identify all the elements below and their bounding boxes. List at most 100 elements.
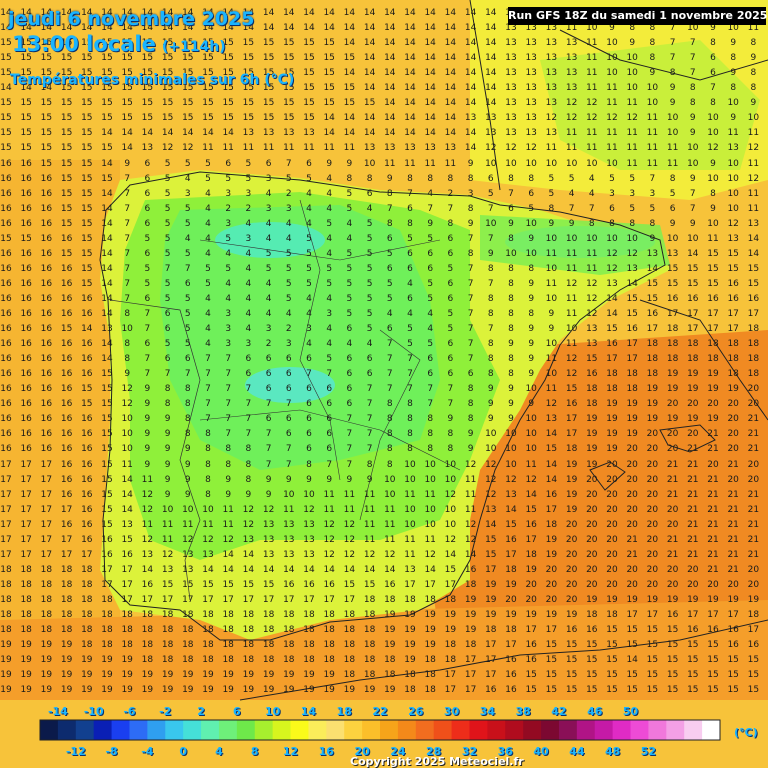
temperature-value: 20	[707, 459, 719, 470]
temperature-value: 14	[424, 83, 436, 94]
legend-swatch	[272, 720, 292, 740]
temperature-value: 8	[689, 98, 696, 109]
temperature-value: 17	[40, 519, 53, 530]
temperature-value: 15	[565, 640, 578, 651]
temperature-value: 18	[666, 354, 679, 365]
temperature-value: 11	[586, 128, 598, 139]
temperature-value: 14	[384, 53, 396, 64]
temperature-value: 12	[545, 399, 558, 410]
temperature-value: 6	[346, 399, 353, 410]
temperature-value: 9	[366, 474, 373, 485]
temperature-value: 21	[626, 549, 638, 560]
temperature-value: 19	[121, 655, 133, 666]
temperature-value: 7	[285, 459, 292, 470]
temperature-value: 18	[343, 610, 356, 620]
temperature-value: 7	[689, 203, 696, 214]
temperature-value: 18	[182, 655, 194, 666]
temperature-value: 15	[666, 670, 679, 681]
temperature-value: 7	[265, 399, 272, 410]
temperature-value: 12	[485, 459, 497, 470]
temperature-value: 14	[60, 8, 73, 18]
temperature-value: 15	[161, 579, 174, 590]
temperature-value: 12	[565, 369, 578, 380]
temperature-value: 20	[565, 564, 578, 575]
temperature-value: 21	[666, 459, 679, 470]
temperature-value: 16	[81, 474, 93, 485]
temperature-value: 5	[548, 188, 555, 199]
temperature-value: 14	[485, 83, 497, 94]
temperature-value: 13	[141, 143, 154, 154]
temperature-value: 18	[222, 640, 234, 651]
temperature-value: 19	[525, 564, 537, 575]
temperature-value: 10	[545, 293, 558, 304]
temperature-value: 8	[528, 263, 535, 274]
temperature-value: 13	[505, 113, 517, 124]
temperature-value: 10	[586, 23, 598, 34]
temperature-value: 10	[727, 23, 739, 34]
temperature-value: 19	[141, 670, 154, 681]
temperature-value: 15	[727, 685, 739, 696]
temperature-value: 10	[525, 248, 537, 259]
temperature-value: 20	[747, 399, 760, 410]
temperature-value: 11	[545, 384, 558, 395]
temperature-value: 18	[666, 324, 679, 335]
legend-swatch	[75, 720, 95, 740]
temperature-value: 17	[283, 594, 295, 605]
temperature-value: 13	[262, 534, 275, 545]
temperature-value: 16	[60, 459, 73, 470]
temperature-value: 9	[326, 158, 333, 169]
legend-swatch	[165, 720, 184, 740]
temperature-value: 11	[626, 143, 638, 154]
temperature-value: 12	[565, 98, 578, 109]
temperature-value: 15	[242, 579, 255, 590]
temperature-value: 11	[586, 263, 598, 274]
temperature-value: 11	[586, 83, 598, 94]
temperature-value: 20	[727, 444, 739, 455]
temperature-value: 15	[606, 685, 618, 696]
temperature-value: 5	[326, 278, 333, 289]
temperature-value: 15	[525, 685, 537, 696]
temperature-value: 18	[60, 625, 73, 636]
temperature-value: 8	[427, 429, 434, 440]
temperature-value: 9	[689, 128, 696, 139]
temperature-value: 9	[144, 414, 151, 425]
temperature-value: 17	[707, 610, 719, 620]
legend-tick-label: 12	[282, 745, 299, 758]
temperature-value: 6	[306, 384, 312, 395]
temperature-value: 6	[447, 293, 454, 304]
temperature-value: 15	[222, 38, 234, 49]
temperature-value: 19	[626, 429, 638, 440]
temperature-value: 17	[485, 655, 497, 666]
temperature-value: 16	[81, 414, 93, 425]
temperature-value: 5	[245, 158, 252, 169]
temperature-value: 18	[505, 625, 517, 636]
temperature-value: 9	[144, 384, 151, 395]
temperature-value: 15	[283, 38, 295, 49]
temperature-value: 5	[164, 233, 171, 244]
temperature-value: 4	[245, 324, 252, 335]
temperature-value: 12	[505, 143, 517, 154]
temperature-value: 6	[245, 354, 252, 365]
temperature-value: 19	[40, 685, 53, 696]
temperature-value: 5	[225, 263, 232, 274]
temperature-value: 8	[386, 414, 393, 425]
temperature-value: 15	[101, 83, 113, 94]
temperature-value: 9	[730, 113, 737, 124]
temperature-value: 16	[727, 625, 739, 636]
legend-tick-label: 44	[569, 745, 585, 758]
temperature-value: 15	[586, 670, 598, 681]
temperature-value: 20	[606, 519, 618, 530]
temperature-value: 14	[141, 564, 154, 575]
temperature-value: 9	[669, 218, 676, 229]
temperature-value: 17	[464, 655, 477, 666]
temperature-value: 15	[141, 113, 154, 124]
temperature-value: 12	[464, 459, 477, 470]
temperature-value: 18	[646, 339, 659, 350]
legend-tick-label: 28	[426, 745, 442, 758]
temperature-value: 5	[265, 263, 272, 274]
temperature-value: 19	[81, 655, 93, 666]
temperature-value: 8	[750, 68, 757, 79]
temperature-value: 5	[265, 248, 272, 259]
temperature-value: 20	[626, 504, 638, 515]
temperature-value: 19	[687, 384, 699, 395]
